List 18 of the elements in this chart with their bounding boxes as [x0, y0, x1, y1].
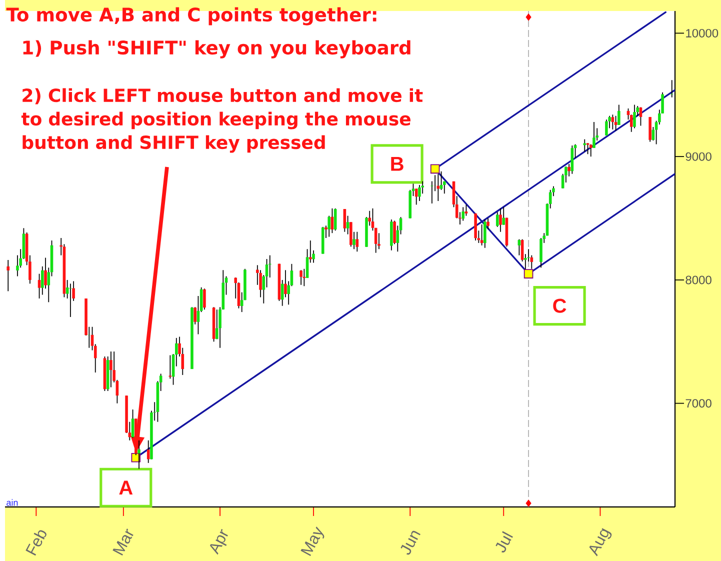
- y-tick-label: 7000: [686, 399, 712, 408]
- annotation: 2) Click LEFT mouse button and move it to desired position keeping the mouse button and SHIFT key pressed: [21, 88, 423, 153]
- x-tick-label: Jul: [496, 531, 513, 552]
- y-tick-label: 8000: [686, 276, 712, 284]
- annotation: A: [119, 480, 133, 495]
- annotation: B: [391, 157, 404, 171]
- x-tick-label: May: [300, 526, 324, 556]
- x-tick-label: Aug: [589, 528, 612, 556]
- y-tick-label: 9000: [686, 152, 712, 161]
- annotation: ain: [6, 499, 18, 506]
- annotation: 1) Push "SHIFT" key on you keyboard: [23, 40, 410, 58]
- x-tick-label: Apr: [210, 529, 228, 555]
- x-tick-label: Jun: [400, 530, 420, 555]
- chart-title: To move A,B and C points together:: [6, 7, 376, 26]
- x-tick-label: Mar: [112, 528, 134, 556]
- y-tick-label: 10000: [686, 28, 718, 38]
- x-tick-label: Feb: [26, 530, 46, 556]
- annotation: C: [553, 298, 566, 313]
